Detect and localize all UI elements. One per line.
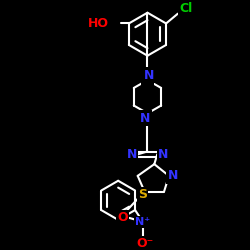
Text: O: O	[117, 212, 128, 224]
Text: N: N	[142, 72, 153, 85]
Text: N: N	[127, 148, 137, 161]
Text: N: N	[140, 112, 151, 125]
Text: N: N	[144, 69, 154, 82]
Text: O⁻: O⁻	[136, 237, 154, 250]
Text: Cl: Cl	[179, 2, 192, 15]
Text: N⁺: N⁺	[135, 217, 150, 227]
Text: N: N	[168, 169, 178, 182]
Text: N: N	[158, 148, 168, 161]
Text: S: S	[138, 188, 147, 201]
Text: HO: HO	[88, 17, 109, 30]
